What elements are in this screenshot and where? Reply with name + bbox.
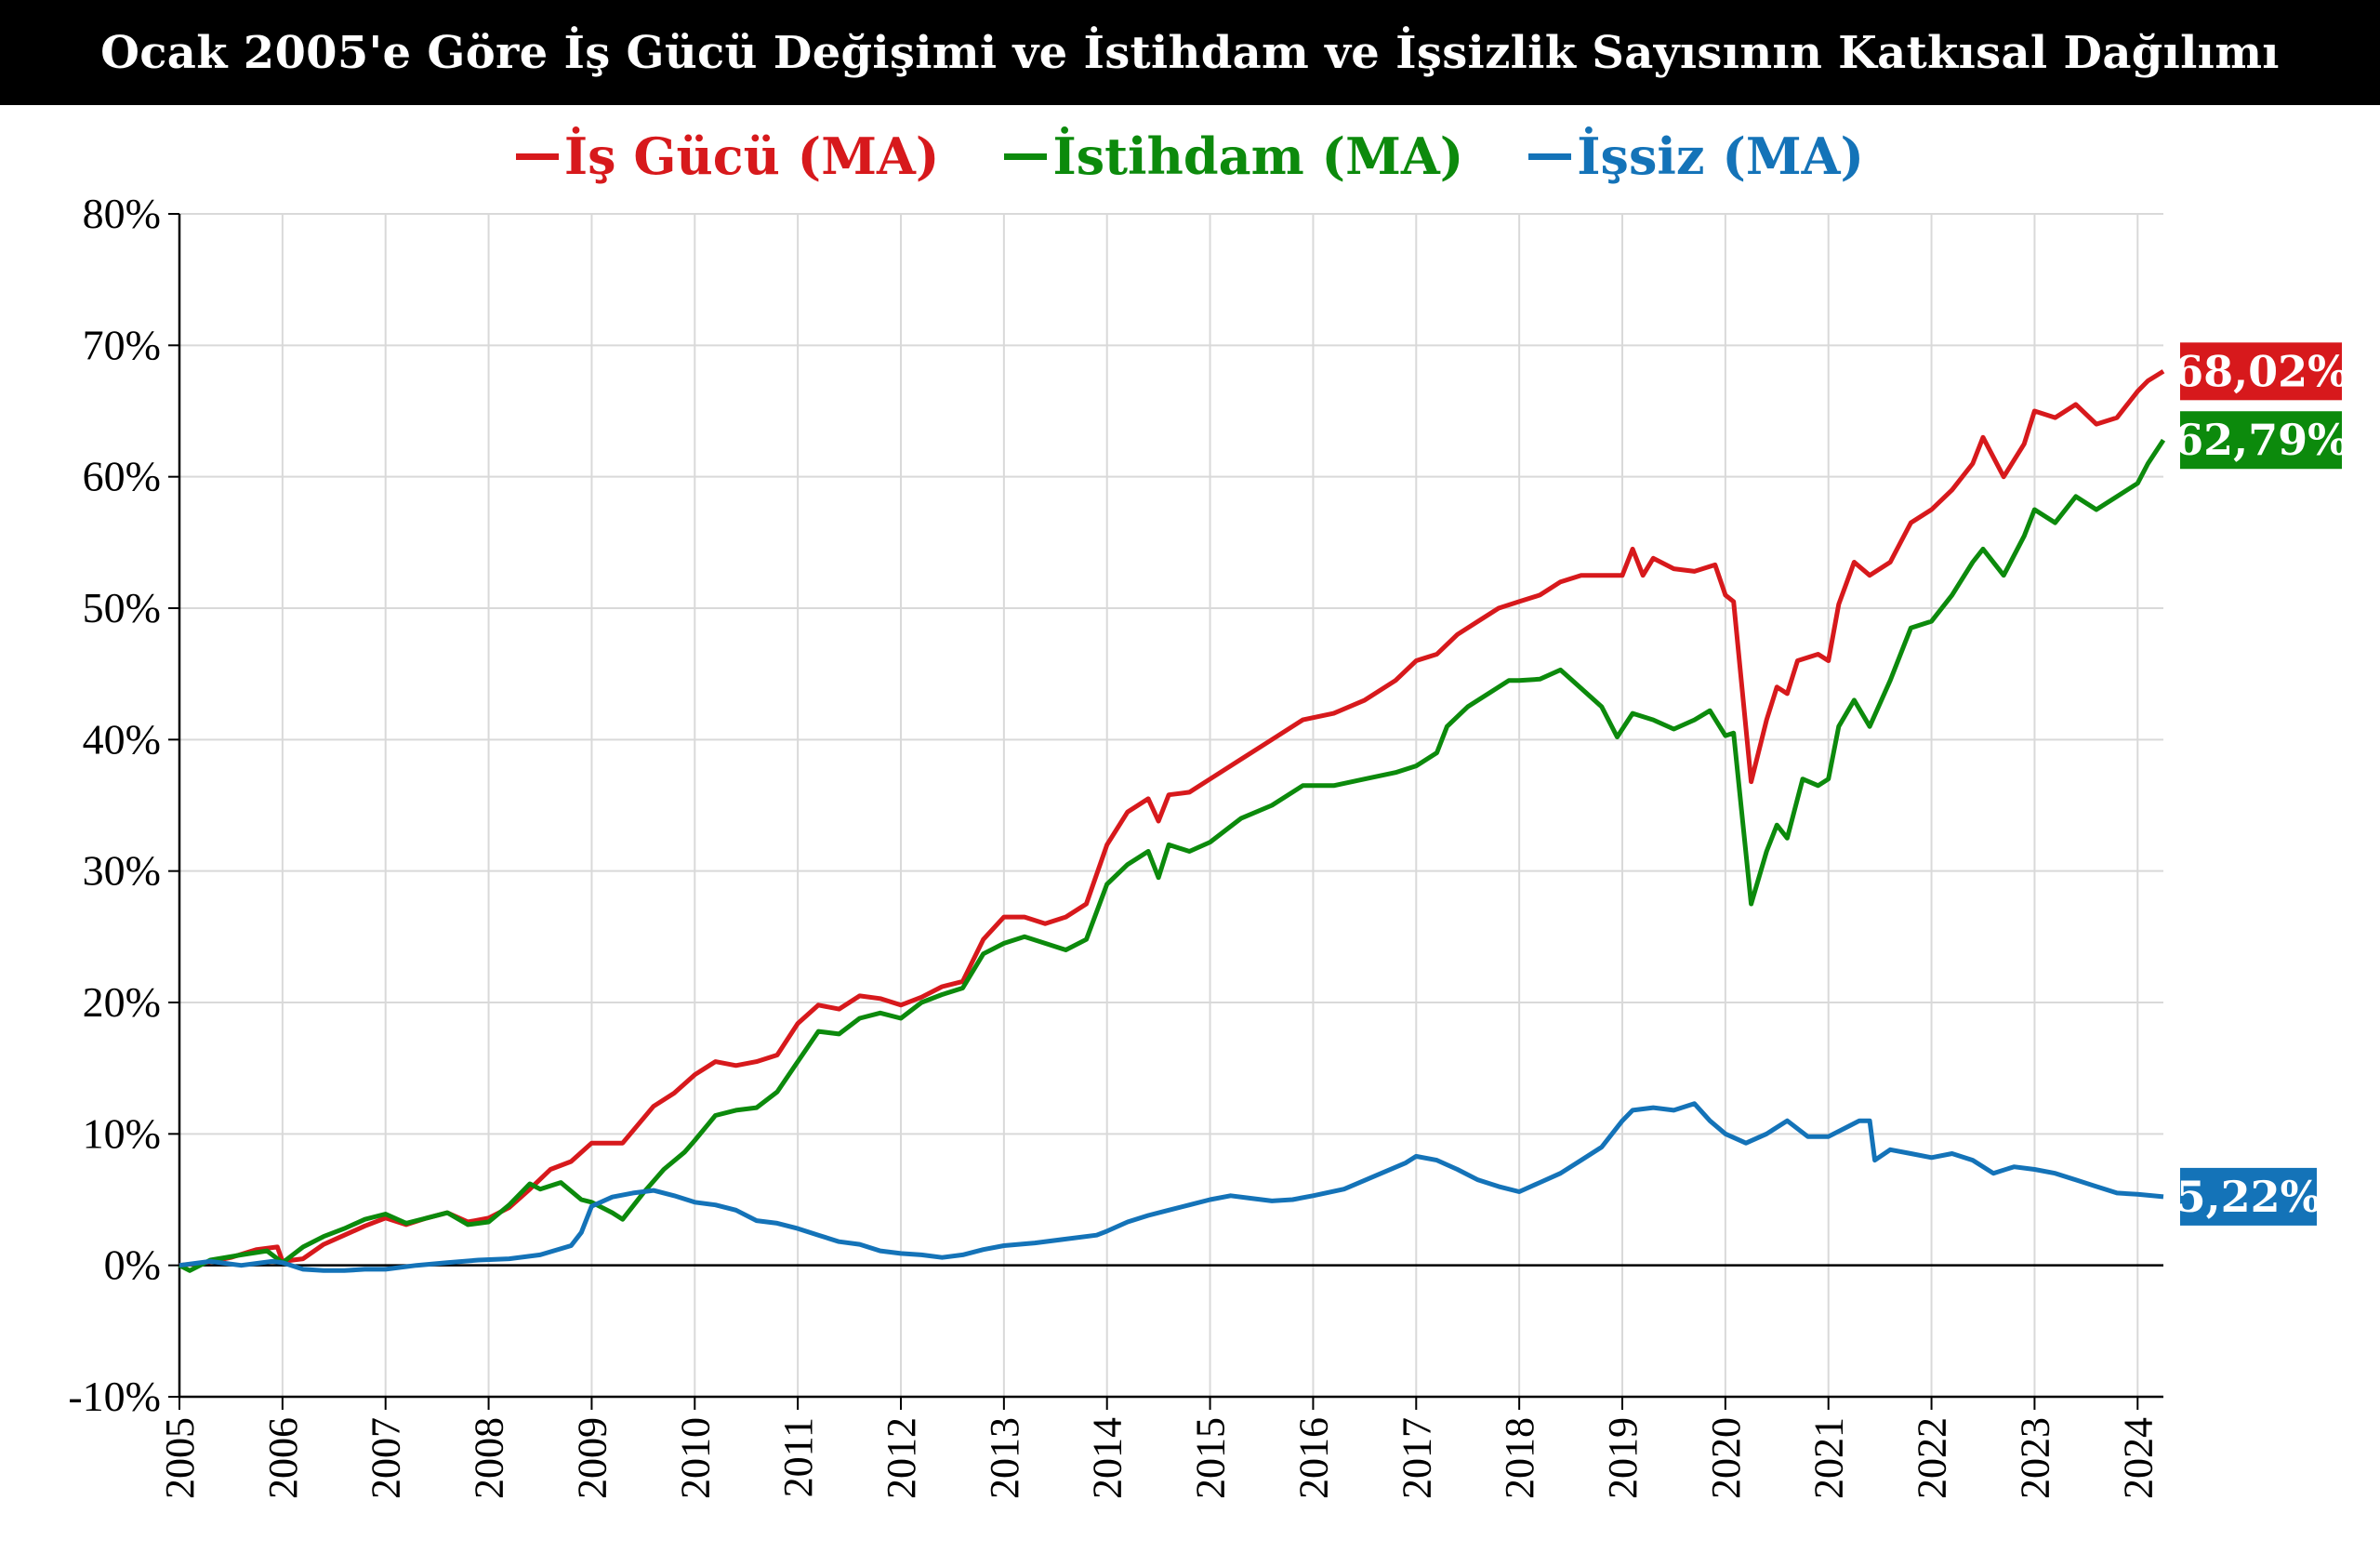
x-tick-label: 2017 (1394, 1417, 1439, 1499)
x-tick-label: 2013 (982, 1417, 1027, 1499)
x-tick-label: 2009 (569, 1417, 615, 1499)
y-tick-label: 60% (83, 453, 161, 500)
end-label-istihdam: 62,79% (2174, 415, 2348, 465)
series-line-issiz (178, 1101, 2164, 1273)
x-tick-label: 2020 (1703, 1417, 1749, 1499)
legend-label-istihdam: İstihdam (MA) (1052, 126, 1464, 186)
y-tick-label: 10% (83, 1109, 161, 1157)
legend-item-issiz: İşsiz (MA) (1528, 126, 1864, 186)
x-tick-label: 2019 (1600, 1417, 1646, 1499)
x-tick-label: 2016 (1290, 1417, 1336, 1499)
end-label-istihdam-box (2180, 411, 2342, 470)
x-tick-label: 2010 (672, 1417, 718, 1499)
x-tick-label: 2023 (2012, 1417, 2057, 1499)
x-tick-label: 2011 (775, 1417, 821, 1497)
series-line-isgucu (178, 369, 2165, 1268)
x-tick-label: 2012 (879, 1417, 924, 1499)
legend-label-isgucu: İş Gücü (MA) (563, 126, 940, 186)
chart-legend: İş Gücü (MA) İstihdam (MA) İşsiz (MA) (0, 119, 2380, 193)
x-tick-label: 2022 (1910, 1417, 1955, 1499)
x-tick-label: 2007 (364, 1417, 409, 1499)
y-tick-label: 50% (83, 584, 161, 631)
legend-item-istihdam: İstihdam (MA) (1004, 126, 1463, 186)
legend-item-isgucu: İş Gücü (MA) (515, 126, 940, 186)
x-tick-label: 2024 (2115, 1417, 2161, 1499)
y-tick-label: 0% (104, 1241, 161, 1289)
end-label-issiz-box (2180, 1167, 2317, 1226)
x-tick-label: 2006 (260, 1417, 306, 1499)
x-tick-label: 2018 (1497, 1417, 1542, 1499)
x-tick-label: 2005 (157, 1417, 203, 1499)
y-tick-label: 20% (83, 978, 161, 1026)
chart-title: Ocak 2005'e Göre İş Gücü Değişimi ve İst… (0, 0, 2380, 105)
legend-swatch-istihdam (1004, 153, 1048, 160)
y-tick-label: 30% (83, 847, 161, 895)
end-label-issiz: 5,22% (2176, 1172, 2321, 1222)
end-label-isgucu: 68,02% (2174, 346, 2348, 396)
end-label-isgucu-box (2180, 342, 2342, 401)
y-tick-label: -10% (68, 1373, 161, 1420)
y-tick-label: 70% (83, 321, 161, 368)
x-tick-label: 2014 (1085, 1417, 1130, 1499)
series-line-istihdam (178, 438, 2166, 1273)
legend-swatch-issiz (1528, 153, 1572, 160)
legend-label-issiz: İşsiz (MA) (1577, 126, 1865, 186)
legend-swatch-isgucu (515, 153, 559, 160)
y-tick-label: 40% (83, 715, 161, 763)
x-tick-label: 2015 (1188, 1417, 1234, 1499)
x-tick-label: 2008 (467, 1417, 512, 1499)
x-tick-label: 2021 (1806, 1417, 1852, 1499)
y-tick-label: 80% (83, 190, 161, 237)
